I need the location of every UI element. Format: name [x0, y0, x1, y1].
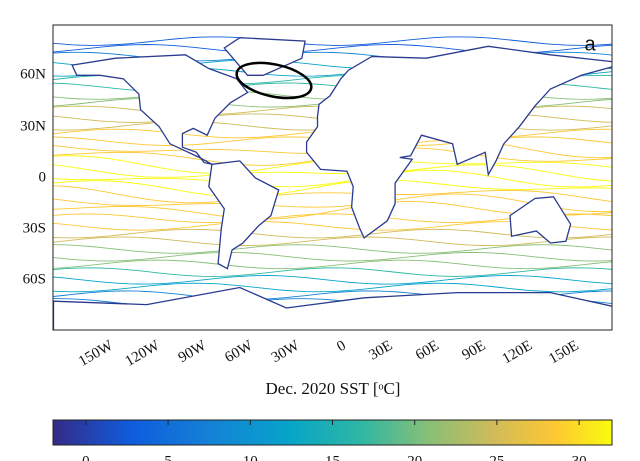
isotherm [53, 185, 612, 204]
colorbar-tick-label: 0 [82, 453, 90, 461]
isotherm [53, 228, 612, 239]
lat-label: 60N [20, 66, 46, 82]
lon-label: 150E [546, 338, 581, 368]
map-frame [52, 24, 613, 331]
lon-label: 30E [366, 338, 395, 364]
isotherm [53, 259, 612, 270]
lon-label: 90W [176, 337, 210, 366]
lat-label: 30S [23, 220, 46, 236]
isotherm [53, 267, 612, 277]
lon-label: 0 [334, 338, 348, 356]
panel-label: a [584, 33, 596, 55]
colorbar-tick-label: 5 [164, 453, 172, 461]
isotherm [53, 251, 612, 262]
landmass [71, 54, 249, 165]
isotherm [53, 179, 612, 198]
landmass [208, 160, 280, 270]
isotherm [53, 236, 612, 247]
isotherm [53, 193, 612, 213]
caption: Dec. 2020 SST [ᵒC] [266, 379, 401, 398]
colorbar-tick-label: 30 [572, 453, 587, 461]
lon-label: 60W [222, 337, 256, 366]
isotherm [53, 169, 612, 188]
landmass [53, 286, 612, 330]
lon-label: 90E [460, 338, 489, 364]
isotherm [53, 244, 612, 254]
landmass [509, 196, 572, 244]
isotherm [53, 282, 612, 293]
lat-label: 0 [39, 169, 47, 185]
colorbar-tick-label: 10 [243, 453, 258, 461]
lon-label: 120E [500, 338, 535, 368]
colorbar-tick-label: 20 [407, 453, 422, 461]
isotherm [53, 36, 612, 46]
colorbar-tick-label: 15 [325, 453, 340, 461]
isotherm [53, 164, 612, 182]
lon-label: 30W [269, 337, 303, 366]
lon-label: 60E [413, 338, 442, 364]
lon-label: 120W [123, 337, 163, 370]
colorbar-tick-label: 25 [489, 453, 504, 461]
lat-label: 60S [23, 271, 46, 287]
region-outline [235, 61, 313, 100]
landmass [305, 45, 612, 239]
map-area [53, 36, 612, 330]
isotherm [53, 275, 612, 285]
lon-label: 150W [76, 337, 116, 370]
lat-label: 30N [20, 118, 46, 134]
